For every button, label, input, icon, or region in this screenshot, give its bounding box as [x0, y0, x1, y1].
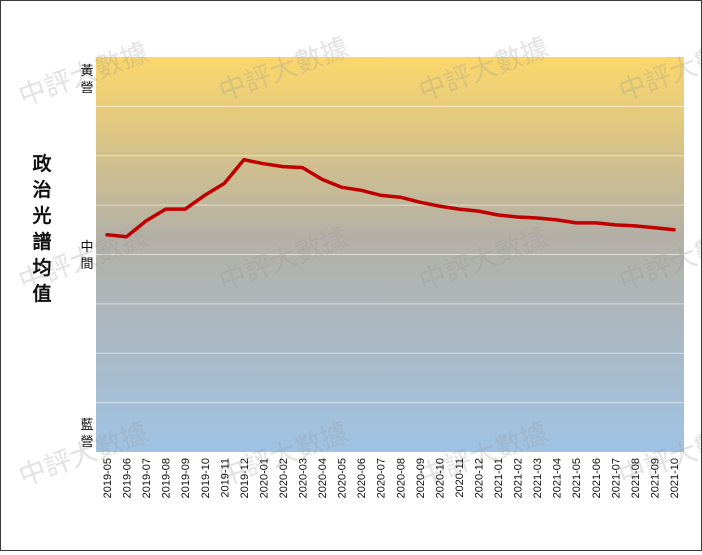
x-tick-label: 2021-02: [513, 458, 525, 498]
x-tick-label: 2020-08: [395, 458, 407, 498]
x-tick-label: 2021-09: [649, 458, 661, 498]
x-tick-label: 2019-11: [219, 458, 231, 498]
x-tick-label: 2020-02: [278, 458, 290, 498]
x-tick-label: 2019-07: [141, 458, 153, 498]
y-tick-label: 黃營: [80, 64, 93, 96]
x-tick-label: 2020-07: [376, 458, 388, 498]
x-tick-label: 2021-08: [630, 458, 642, 498]
y-axis-title: 政治光譜均值: [31, 152, 52, 305]
x-tick-label: 2020-10: [434, 458, 446, 498]
x-tick-label: 2019-09: [180, 458, 192, 498]
x-tick-label: 2020-09: [415, 458, 427, 498]
x-tick-label: 2019-06: [122, 458, 134, 498]
x-tick-label: 2019-12: [239, 458, 251, 498]
y-tick-label: 中間: [80, 240, 93, 272]
x-tick-label: 2019-05: [102, 458, 114, 498]
y-tick-label: 藍營: [80, 418, 93, 450]
x-tick-label: 2021-07: [610, 458, 622, 498]
x-tick-label: 2019-10: [200, 458, 212, 498]
x-tick-label: 2020-12: [473, 458, 485, 498]
x-tick-label: 2021-04: [552, 458, 564, 498]
x-tick-label: 2021-06: [591, 458, 603, 498]
x-axis-ticks: 2019-05 2019-06 2019-07 2019-08 2019-09 2019-…: [102, 458, 681, 498]
x-tick-label: 2020-05: [337, 458, 349, 498]
x-tick-label: 2021-01: [493, 458, 505, 498]
x-tick-label: 2020-06: [356, 458, 368, 498]
x-tick-label: 2021-03: [532, 458, 544, 498]
x-tick-label: 2020-11: [454, 458, 466, 498]
x-tick-label: 2020-04: [317, 458, 329, 498]
gridlines: [96, 105, 684, 404]
x-tick-label: 2021-10: [669, 458, 681, 498]
x-tick-label: 2019-08: [161, 458, 173, 498]
x-tick-label: 2020-03: [298, 458, 310, 498]
x-tick-label: 2020-01: [258, 458, 270, 498]
y-axis-label: 政治光譜均值: [31, 152, 52, 305]
x-tick-label: 2021-05: [571, 458, 583, 498]
series-line: [105, 157, 676, 239]
